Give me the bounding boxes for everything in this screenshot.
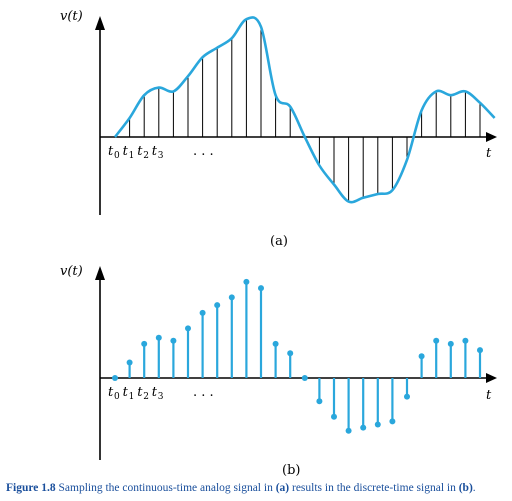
panel-a-x-label: t — [486, 146, 492, 161]
panel-b-sample-dot — [316, 398, 323, 405]
caption-text-3: . — [472, 482, 476, 494]
panel-b-sample-dot — [199, 309, 206, 316]
panel-b-sample-dot — [404, 393, 410, 400]
panel-b-discrete-samples — [112, 278, 483, 434]
panel-a-time-label: t — [152, 144, 158, 159]
panel-a-time-label: t — [108, 144, 114, 159]
panel-b-sample-dot — [462, 337, 469, 344]
panel-b-sample-dot — [258, 285, 264, 292]
panel-a-time-label-sub: 3 — [158, 151, 164, 161]
panel-b-sample-dot — [272, 340, 279, 347]
panel-b-time-label-sub: 1 — [129, 392, 135, 402]
panel-b-x-label: t — [486, 388, 492, 403]
panel-b-sample-dot — [360, 424, 367, 431]
caption-text-2: results in the discrete-time signal in — [289, 482, 459, 494]
panel-a-analog-signal — [113, 16, 496, 204]
panel-b-label: (b) — [282, 463, 300, 478]
panel-b-time-label-sub: 3 — [158, 392, 164, 402]
panel-b-y-arrow-icon — [95, 266, 105, 280]
panel-b-sample-dot — [170, 337, 177, 344]
caption-text-1: Sampling the continuous-time analog sign… — [55, 482, 276, 494]
panel-a-time-label-sub: 0 — [114, 151, 120, 161]
panel-b-sample-dot — [141, 340, 148, 347]
panel-a-y-arrow-icon — [95, 16, 105, 30]
panel-b-time-label-sub: 2 — [143, 392, 149, 402]
panel-b-sample-dot — [228, 294, 235, 301]
panel-a-time-label-sub: 1 — [129, 151, 135, 161]
caption-bold-a: (a) — [275, 482, 290, 494]
panel-b-time-label: t — [152, 385, 158, 400]
panel-a-time-label: t — [137, 144, 143, 159]
panel-b-sample-dot — [374, 421, 381, 428]
panel-a-ellipsis: . . . — [193, 144, 214, 159]
panel-b-time-label: t — [108, 385, 114, 400]
panel-b-sample-dot — [243, 278, 250, 285]
panel-b-x-arrow-icon — [486, 373, 497, 383]
panel-b-sample-dot — [477, 347, 483, 354]
panel-b-sample-dot — [331, 413, 337, 420]
panel-b-y-label: v(t) — [60, 264, 83, 279]
panel-b-sample-dot — [155, 334, 162, 341]
panel-b-sample-dot — [301, 375, 308, 381]
panel-b-sample-dot — [126, 359, 133, 366]
panel-b-ellipsis: . . . — [193, 385, 214, 400]
panel-b-sample-dot — [433, 337, 440, 344]
panel-a-y-label: v(t) — [60, 9, 83, 24]
panel-a-time-label-sub: 2 — [143, 151, 149, 161]
panel-a-time-label: t — [123, 144, 129, 159]
panel-a-sample-lines — [129, 19, 481, 202]
panel-b-time-label: t — [137, 385, 143, 400]
panel-a-x-arrow-icon — [486, 132, 497, 142]
panel-b-sample-dot — [389, 418, 396, 425]
panel-b-sample-dot — [112, 375, 118, 381]
panel-b-time-label-sub: 0 — [114, 392, 120, 402]
panel-b-sample-dot — [418, 353, 425, 360]
panel-a-label: (a) — [270, 234, 288, 249]
caption-bold-b: (b) — [458, 482, 473, 494]
figure-caption: Figure 1.8 Sampling the continuous-time … — [6, 482, 510, 494]
panel-b-sample-dot — [287, 350, 294, 357]
panel-b-sample-dot — [345, 427, 352, 434]
panel-b-sample-dot — [214, 302, 221, 309]
panel-b-sample-dot — [185, 325, 191, 332]
panel-b-time-label: t — [123, 385, 129, 400]
caption-figure-number: Figure 1.8 — [6, 482, 56, 494]
panel-b-sample-dot — [447, 340, 454, 347]
